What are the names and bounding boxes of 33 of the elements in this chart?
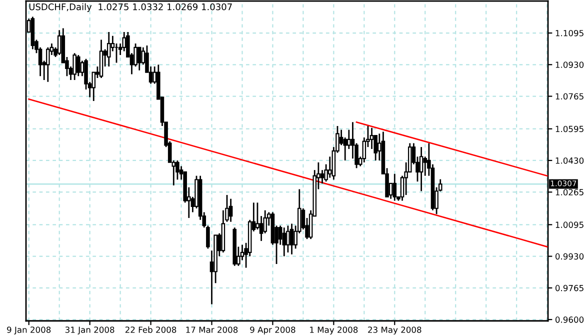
y-tick-label: 1.0265 xyxy=(556,189,584,196)
candlestick xyxy=(320,169,324,184)
candlestick xyxy=(106,31,111,68)
candlestick xyxy=(228,198,233,222)
candlestick xyxy=(76,54,80,77)
x-tick-label: 1 May 2008 xyxy=(310,326,358,334)
candlestick xyxy=(290,223,294,256)
x-tick-label: 22 Feb 2008 xyxy=(125,326,176,333)
candlestick xyxy=(286,224,290,254)
candlestick xyxy=(72,52,76,81)
y-tick-label: 1.0095 xyxy=(556,222,584,228)
candlestick xyxy=(46,46,50,83)
y-tick-label: 1.1095 xyxy=(556,30,584,36)
candlestick xyxy=(392,173,397,202)
x-tick-label: 9 Apr 2008 xyxy=(250,326,296,334)
y-tick-label: 0.9600 xyxy=(555,316,584,323)
candlestick xyxy=(282,226,286,257)
candlestick xyxy=(419,146,424,192)
y-tick-label: 1.0765 xyxy=(556,93,584,100)
x-tick-label: 23 May 2008 xyxy=(368,326,422,334)
candlestick xyxy=(370,127,374,150)
y-tick-label: 1.0595 xyxy=(556,126,584,132)
x-tick-label: 17 Mar 2008 xyxy=(186,326,238,333)
candlestick xyxy=(256,202,260,230)
y-tick-label: 0.9930 xyxy=(555,253,584,260)
x-tick-label: 31 Jan 2008 xyxy=(65,326,114,334)
candlestick xyxy=(137,46,142,72)
y-tick-label: 1.0430 xyxy=(556,157,584,164)
chart-title: USDCHF,Daily 1.0275 1.0332 1.0269 1.0307 xyxy=(29,3,232,12)
y-tick-label: 1.0930 xyxy=(556,62,584,68)
candlestick xyxy=(347,129,351,150)
y-tick-label: 0.9765 xyxy=(555,284,584,292)
x-tick-label: 9 Jan 2008 xyxy=(7,326,51,334)
